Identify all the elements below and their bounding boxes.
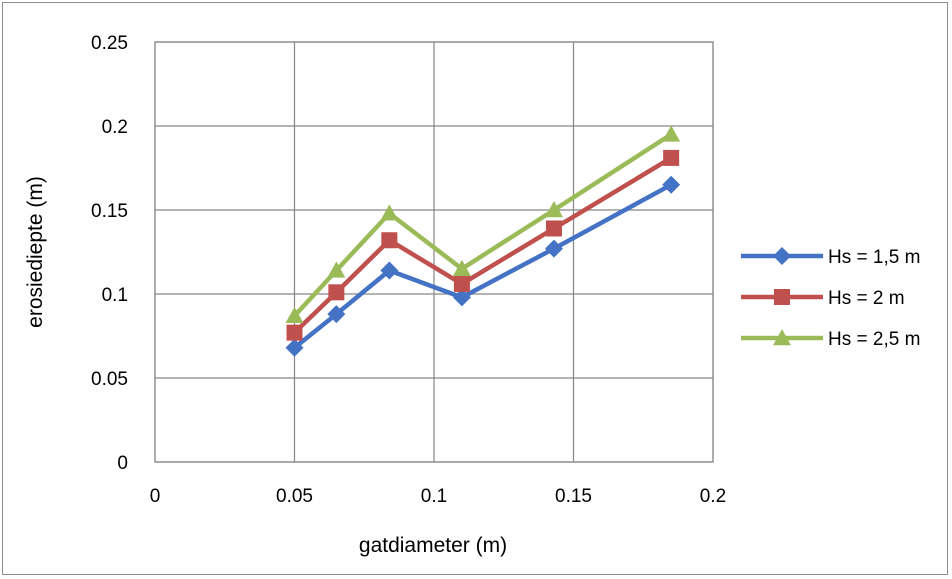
series-3	[285, 125, 681, 324]
x-tick-label: 0	[150, 486, 161, 507]
gridlines	[154, 41, 714, 463]
legend-label: Hs = 2,5 m	[828, 329, 920, 350]
legend-item: Hs = 1,5 m	[741, 247, 920, 268]
series-2	[286, 149, 680, 341]
series-line	[293, 182, 673, 350]
data-point	[453, 275, 470, 292]
data-point	[544, 201, 563, 218]
data-point	[380, 204, 399, 221]
data-point	[327, 305, 346, 324]
series-line	[292, 132, 673, 318]
legend-label: Hs = 1,5 m	[828, 247, 920, 268]
y-tick-label: 0.1	[102, 285, 128, 306]
data-point	[327, 261, 346, 278]
data-point	[286, 324, 303, 341]
data-point	[328, 284, 345, 301]
series-group	[285, 125, 681, 357]
y-tick-label: 0.15	[91, 201, 128, 222]
data-point	[285, 338, 304, 357]
y-axis-ticks: 0 0.05 0.1 0.15 0.2 0.25	[91, 33, 128, 474]
legend-marker	[773, 329, 791, 346]
y-tick-label: 0	[117, 453, 128, 474]
y-tick-label: 0.05	[91, 369, 128, 390]
x-tick-label: 0.15	[555, 486, 592, 507]
legend-item: Hs = 2 m	[741, 288, 905, 309]
data-point	[381, 232, 398, 249]
data-point	[285, 306, 304, 324]
legend-label: Hs = 2 m	[828, 288, 905, 309]
data-point	[545, 220, 562, 237]
data-point	[380, 261, 399, 280]
data-point	[662, 175, 681, 194]
plot-area	[154, 41, 714, 463]
data-point	[663, 149, 680, 166]
data-point	[452, 259, 471, 276]
x-axis-title: gatdiameter (m)	[359, 534, 507, 557]
x-tick-label: 0.05	[276, 486, 313, 507]
x-axis-ticks: 0 0.05 0.1 0.15 0.2	[150, 486, 727, 507]
legend-item: Hs = 2,5 m	[741, 329, 920, 350]
y-tick-label: 0.2	[102, 117, 128, 138]
y-axis-title: erosiediepte (m)	[24, 176, 47, 328]
plot-area-border	[154, 41, 714, 463]
x-tick-label: 0.1	[421, 486, 447, 507]
y-tick-label: 0.25	[91, 33, 128, 54]
legend-marker	[773, 247, 791, 265]
series-line	[292, 155, 673, 335]
legend-marker	[774, 289, 790, 305]
legend: Hs = 1,5 m Hs = 2 m Hs = 2,5 m	[741, 247, 920, 350]
data-point	[452, 288, 471, 307]
series-1	[285, 175, 681, 357]
x-tick-label: 0.2	[700, 486, 726, 507]
data-point	[662, 125, 681, 142]
data-point	[544, 239, 563, 258]
